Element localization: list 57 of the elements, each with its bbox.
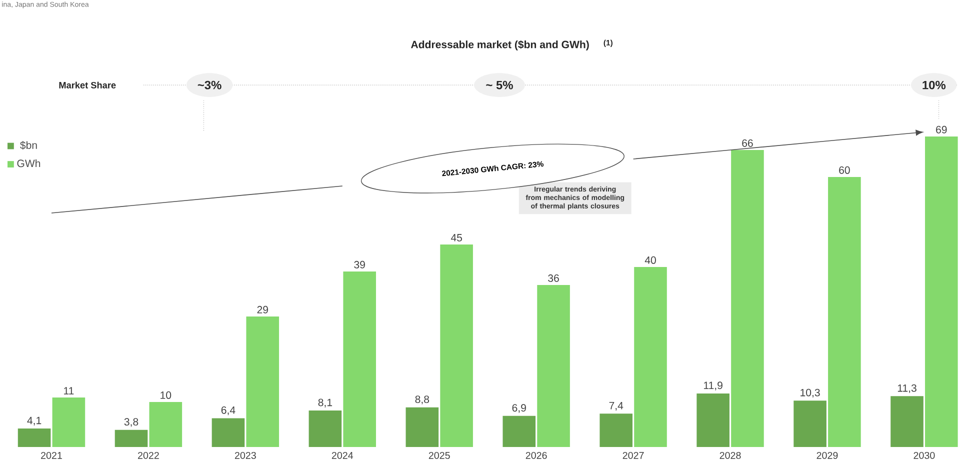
data-label: 60	[839, 166, 850, 174]
bar	[537, 284, 570, 447]
data-label: 6,4	[221, 406, 236, 416]
bar	[925, 136, 958, 447]
bar	[149, 402, 182, 447]
data-label: 10	[160, 391, 172, 399]
data-label: 36	[548, 274, 559, 282]
data-label: 40	[644, 256, 656, 264]
bar	[502, 416, 536, 447]
data-label: 3,8	[124, 418, 138, 427]
data-label: 11,9	[704, 382, 722, 390]
x-tick-label: 2027	[622, 452, 644, 459]
bar	[731, 150, 764, 447]
data-label: 29	[257, 306, 268, 314]
text: 10%	[922, 80, 946, 90]
x-tick-label: 2025	[428, 452, 450, 459]
bar	[634, 266, 667, 447]
x-tick-label: 2026	[526, 452, 547, 459]
data-label: 11,3	[898, 384, 916, 394]
bar	[246, 316, 280, 447]
data-label: 11	[64, 387, 74, 394]
x-tick-label: 2021	[41, 452, 62, 459]
x-tick-label: 2024	[332, 452, 354, 459]
bar	[114, 430, 148, 447]
data-label: 8,1	[318, 398, 332, 408]
text: ~ 5%	[486, 80, 513, 90]
legend-label: $bn	[20, 141, 37, 150]
data-label: 10,3	[800, 388, 820, 398]
data-label: 8,8	[415, 396, 430, 404]
data-label: 6,9	[512, 404, 526, 413]
x-tick-label: 2023	[234, 452, 256, 459]
bar	[406, 407, 439, 447]
chart-title: Addressable market ($bn and GWh)	[410, 40, 589, 50]
data-label: 66	[742, 139, 753, 147]
x-tick-label: 2030	[914, 452, 935, 459]
bar	[212, 418, 245, 447]
x-tick-label: 2028	[720, 452, 741, 459]
data-label: 69	[936, 126, 947, 134]
text: ~3%	[198, 80, 222, 90]
x-tick-label: 2029	[816, 452, 838, 459]
bar	[308, 410, 342, 447]
bar	[600, 414, 633, 447]
data-label: 4,1	[27, 416, 42, 426]
bar	[18, 428, 51, 447]
bar	[343, 271, 376, 447]
x-tick-label: 2022	[138, 452, 159, 459]
bar	[440, 244, 473, 447]
data-label: 45	[450, 234, 462, 242]
bar	[890, 396, 924, 447]
bar	[794, 400, 826, 447]
legend-label: GWh	[17, 159, 40, 168]
data-label: 7,4	[609, 402, 624, 411]
bar	[696, 393, 730, 447]
bar	[828, 176, 861, 447]
bar	[52, 397, 86, 447]
text: Market Share	[59, 82, 116, 88]
data-label: 39	[354, 260, 365, 268]
